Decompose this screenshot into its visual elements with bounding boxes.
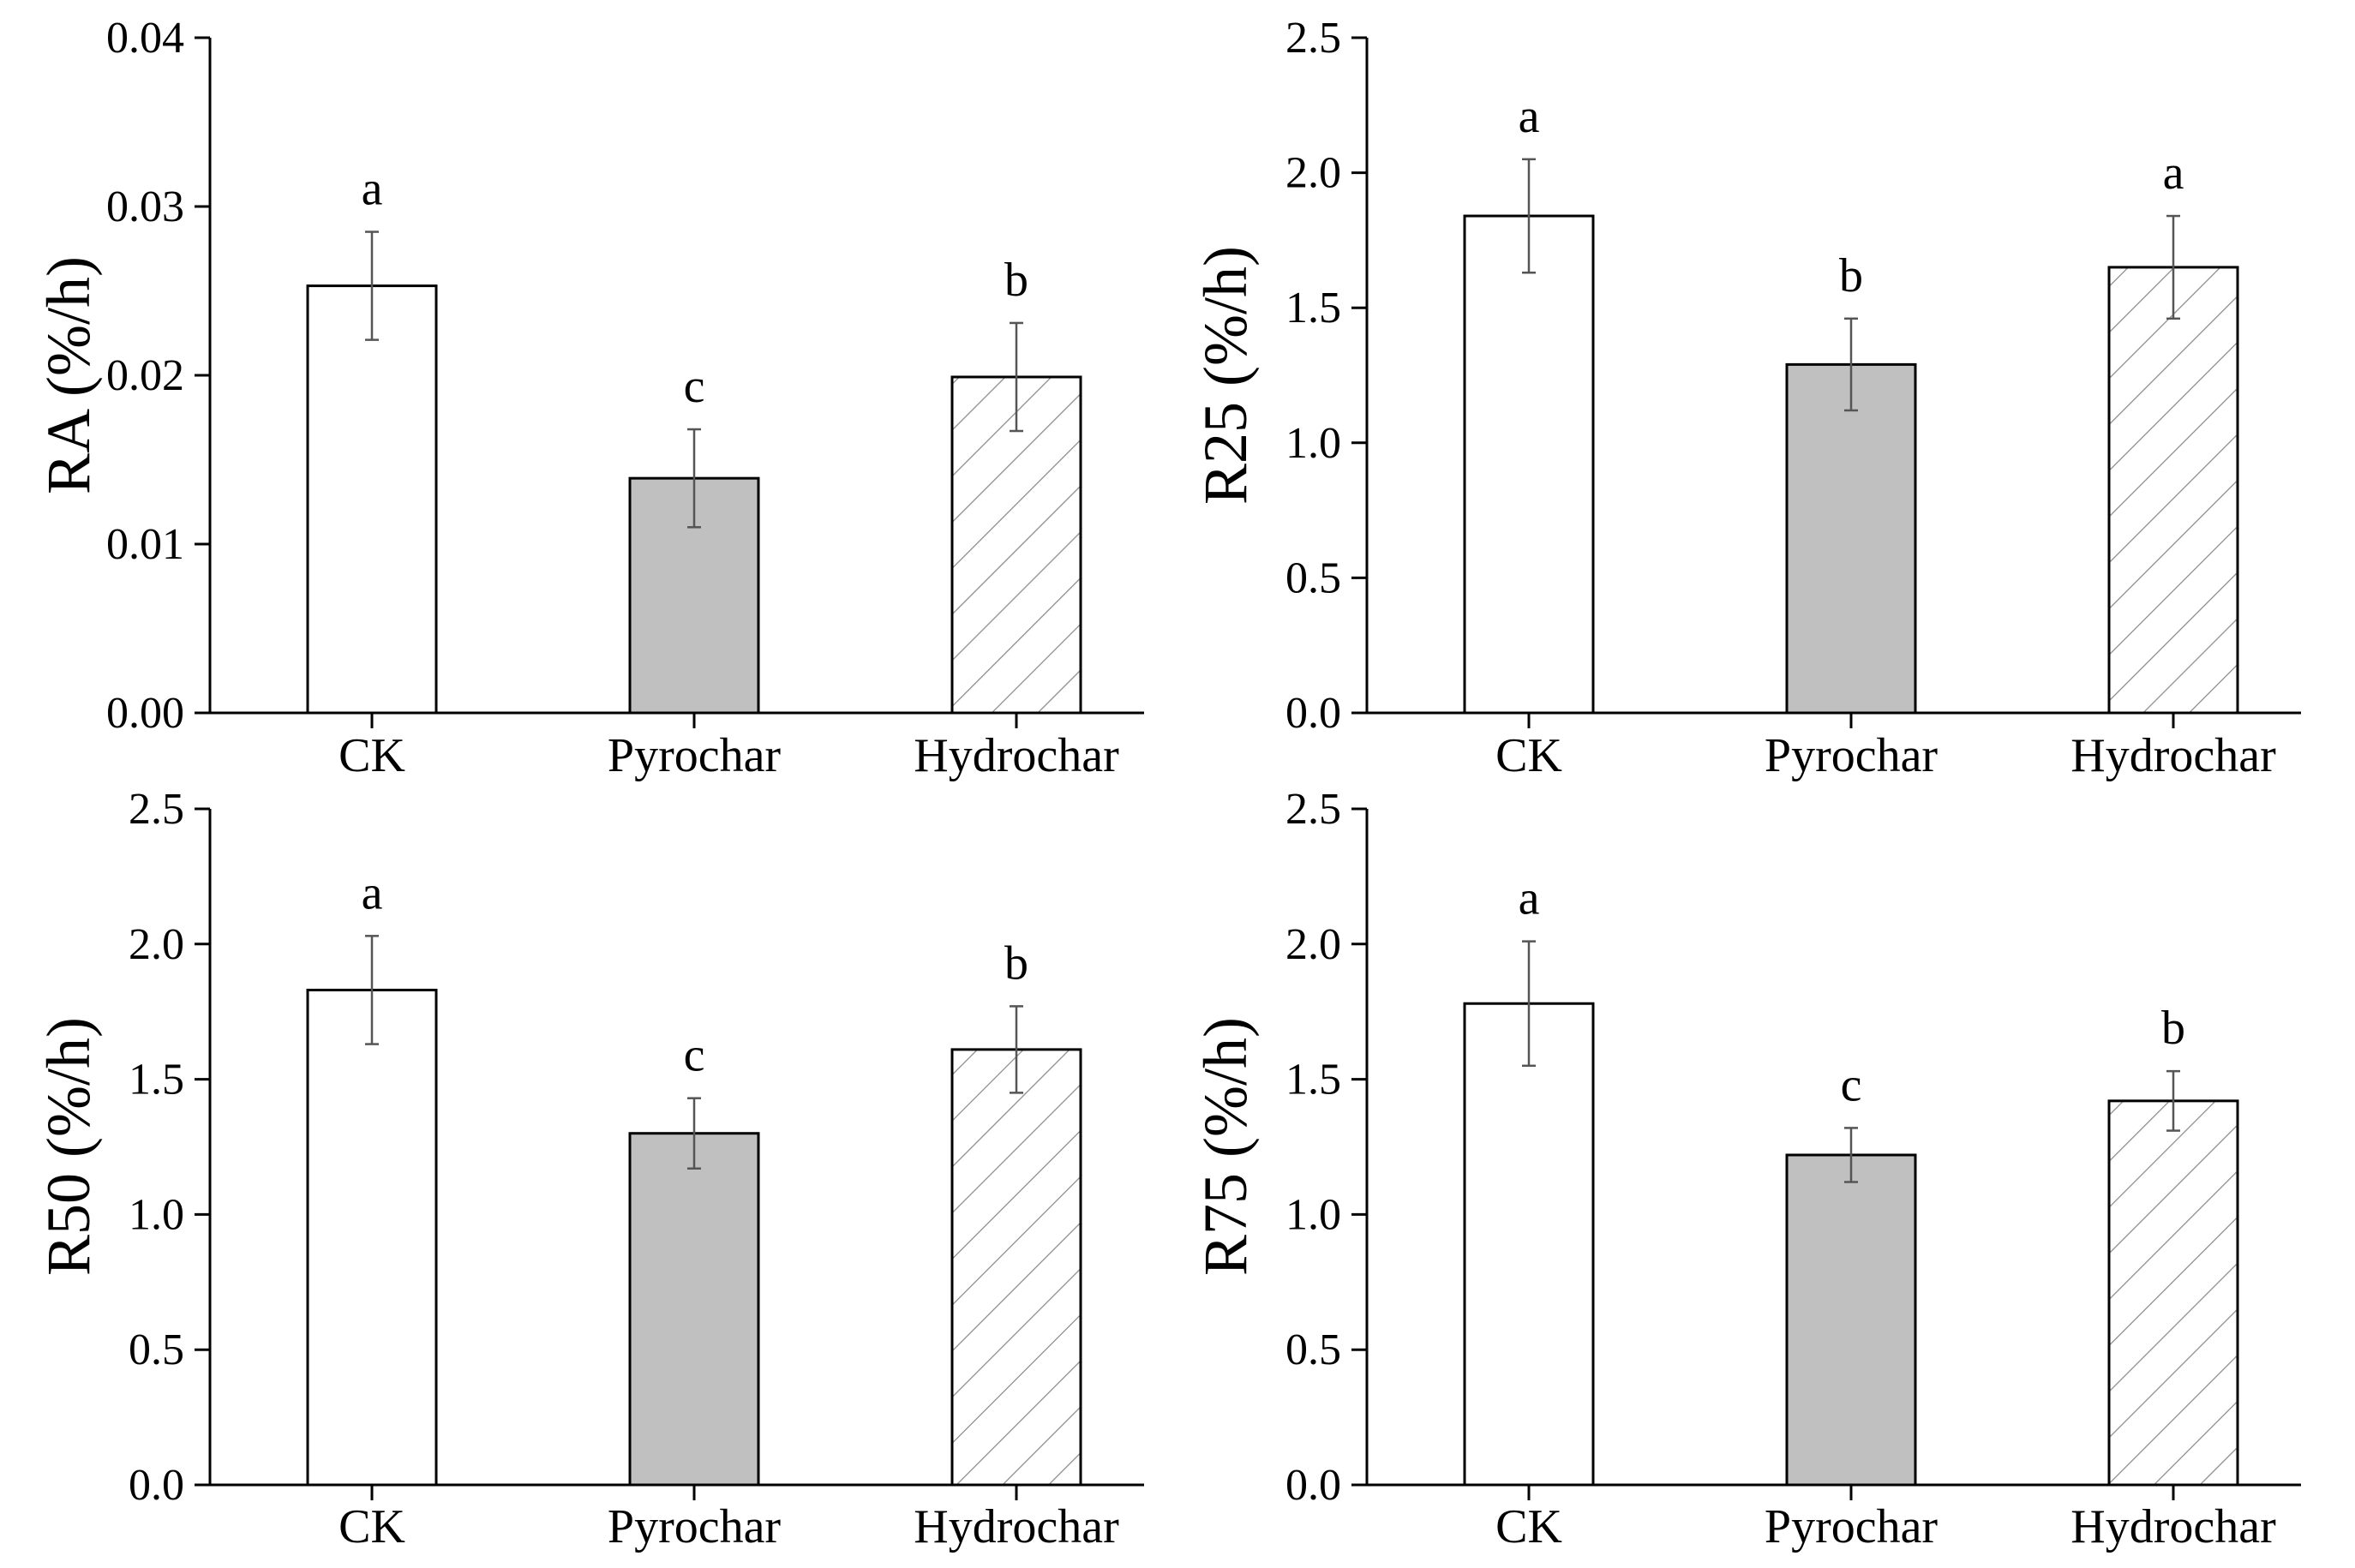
y-tick-label: 1.0: [129, 1190, 184, 1239]
significance-letter: b: [2161, 1002, 2185, 1055]
bar-hydrochar: [2107, 1099, 2239, 1487]
y-tick-label: 2.5: [1285, 14, 1341, 63]
panel-r50: 0.0 0.5 1.0 1.5 2.0 2.5 R50 (%/h) a CK c Pyrochar b…: [34, 785, 1144, 1553]
bar-hydrochar: [2107, 266, 2239, 715]
category-label: Pyrochar: [608, 729, 782, 782]
significance-letter: b: [1004, 254, 1028, 307]
y-axis-label: RA (%/h): [34, 256, 103, 494]
bar-ck: [306, 988, 438, 1487]
bar-pyrochar: [1785, 1153, 1917, 1487]
category-label: Hydrochar: [2070, 1500, 2276, 1553]
y-tick-label: 0.00: [106, 689, 184, 738]
y-tick-label: 2.0: [1285, 920, 1341, 969]
y-tick-label: 0.0: [1285, 689, 1341, 738]
y-tick-label: 0.04: [106, 14, 184, 63]
y-tick-label: 2.0: [129, 920, 184, 969]
significance-letter: a: [1519, 872, 1540, 925]
y-tick-label: 0.5: [1285, 1326, 1341, 1374]
y-tick-label: 1.0: [1285, 1190, 1341, 1239]
bar-pyrochar: [628, 1132, 760, 1487]
y-axis-label: R25 (%/h): [1191, 246, 1260, 505]
bar-hydrochar: [950, 375, 1082, 715]
significance-letter: c: [1841, 1058, 1862, 1111]
y-tick-label: 2.5: [129, 785, 184, 834]
bar-ck: [1463, 1002, 1595, 1487]
significance-letter: b: [1839, 249, 1863, 302]
panel-r75: 0.0 0.5 1.0 1.5 2.0 2.5 R75 (%/h) a CK c Pyrochar b…: [1191, 785, 2301, 1553]
bar-pyrochar: [1785, 362, 1917, 715]
category-label: CK: [339, 1500, 405, 1553]
y-tick-label: 1.5: [129, 1056, 184, 1104]
y-tick-label: 0.0: [129, 1461, 184, 1510]
panel-r25: 0.0 0.5 1.0 1.5 2.0 2.5 R25 (%/h) a CK b Pyrochar a…: [1191, 14, 2301, 782]
category-label: Pyrochar: [1765, 1500, 1939, 1553]
y-tick-label: 0.5: [129, 1326, 184, 1374]
significance-letter: b: [1004, 937, 1028, 990]
category-label: Hydrochar: [2070, 729, 2276, 782]
y-tick-label: 0.02: [106, 351, 184, 400]
y-tick-label: 2.0: [1285, 149, 1341, 198]
significance-letter: a: [362, 163, 383, 216]
category-label: CK: [1495, 729, 1562, 782]
y-tick-label: 1.5: [1285, 284, 1341, 332]
y-tick-label: 2.5: [1285, 785, 1341, 834]
significance-letter: a: [2163, 147, 2184, 200]
y-tick-label: 0.5: [1285, 554, 1341, 602]
y-tick-label: 0.0: [1285, 1461, 1341, 1510]
category-label: Hydrochar: [914, 729, 1119, 782]
significance-letter: c: [684, 1029, 705, 1082]
y-tick-label: 1.5: [1285, 1056, 1341, 1104]
category-label: Pyrochar: [1765, 729, 1939, 782]
category-label: Pyrochar: [608, 1500, 782, 1553]
significance-letter: c: [684, 360, 705, 413]
bar-ck: [306, 284, 438, 715]
bar-ck: [1463, 214, 1595, 715]
y-axis-label: R50 (%/h): [34, 1017, 103, 1276]
significance-letter: a: [362, 866, 383, 919]
category-label: CK: [339, 729, 405, 782]
category-label: Hydrochar: [914, 1500, 1119, 1553]
y-axis-label: R75 (%/h): [1191, 1017, 1260, 1276]
y-tick-label: 0.03: [106, 183, 184, 231]
y-tick-label: 0.01: [106, 520, 184, 569]
y-tick-label: 1.0: [1285, 419, 1341, 468]
significance-letter: a: [1519, 90, 1540, 143]
category-label: CK: [1495, 1500, 1562, 1553]
bar-hydrochar: [950, 1048, 1082, 1487]
panel-ra: 0.00 0.01 0.02 0.03 0.04 RA (%/h) a CK c Pyrochar…: [34, 14, 1144, 782]
